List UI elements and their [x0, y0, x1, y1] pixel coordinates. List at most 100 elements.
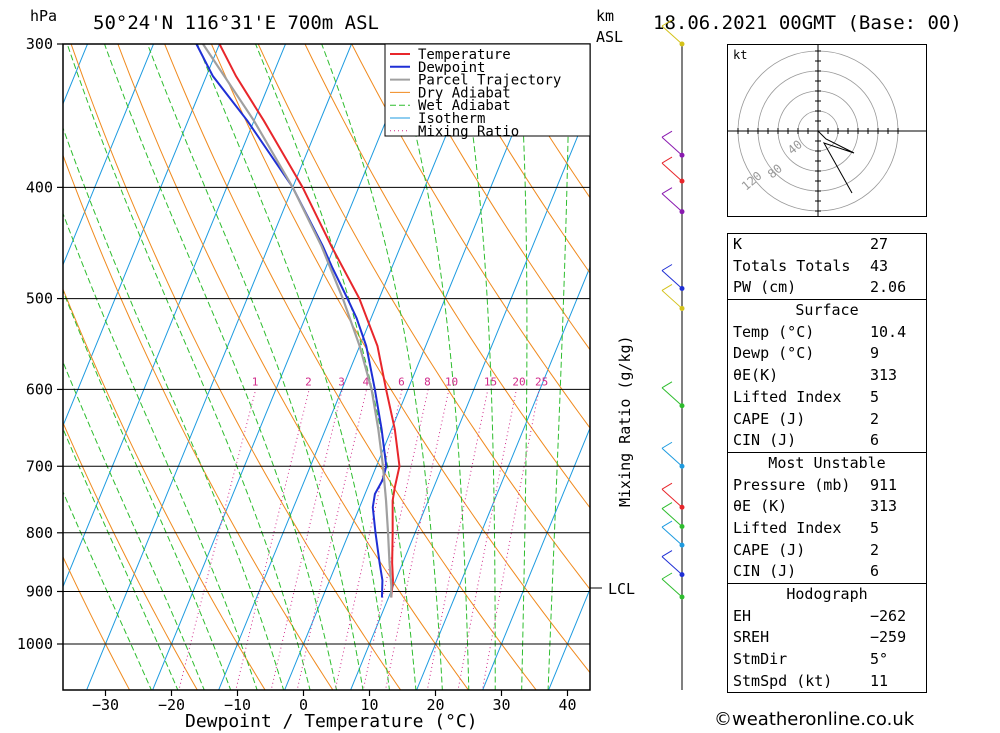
isobars — [63, 43, 590, 645]
dry-adiabat-line — [117, 44, 470, 690]
surface-label: θE(K) — [733, 366, 779, 385]
most-unstable-label: θE (K) — [733, 497, 788, 516]
wind-barb-flag — [661, 502, 673, 509]
wet-adiabat-line — [321, 44, 443, 690]
y-tick-label: 300 — [26, 35, 53, 53]
hodograph-panel: 40 80 120 kt — [727, 44, 927, 217]
wet-adiabat-line — [63, 360, 205, 690]
plot-frame — [62, 43, 591, 691]
wind-level-dot — [679, 178, 685, 184]
wind-barb — [661, 556, 683, 575]
surface-label: Lifted Index — [733, 387, 842, 406]
index-value: 43 — [870, 256, 889, 275]
wind-level-dot — [679, 524, 685, 530]
wind-barb-flag — [661, 264, 673, 271]
wind-barb-flag — [661, 187, 673, 195]
surface-title: Surface — [795, 301, 859, 320]
surface-value: 5 — [870, 387, 880, 406]
isotherm-line — [63, 44, 287, 589]
wind-level-dot — [679, 286, 685, 292]
mixing-ratio-tick-label: 1 — [252, 375, 259, 388]
asl-label: ASL — [596, 28, 623, 46]
lcl-label: LCL — [608, 580, 635, 598]
wind-barb — [661, 290, 683, 309]
km-label: km — [596, 7, 614, 25]
surface-box: Surface Temp (°C) 10.4 Dewp (°C) 9 θE(K) 313 L… — [727, 300, 927, 453]
mixing-ratio-line — [457, 389, 517, 690]
wind-level-dot — [679, 572, 685, 578]
surface-row: Lifted Index 5 — [728, 387, 926, 409]
wind-barb — [661, 25, 683, 45]
mixing-ratio-tick-label: 3 — [338, 375, 345, 388]
isotherm-line — [482, 426, 590, 690]
hodograph-ring-label: 120 — [739, 169, 765, 194]
mixing-ratio-tick-label: 10 — [445, 375, 458, 388]
legend-entry: Mixing Ratio — [418, 124, 519, 140]
isotherm-line — [63, 44, 221, 428]
most-unstable-row: CAPE (J) 2 — [728, 540, 926, 562]
wind-barb — [661, 578, 683, 598]
surface-value: 9 — [870, 344, 880, 363]
wind-barb-flag — [661, 284, 673, 291]
legend-entry: Temperature — [418, 47, 511, 63]
most-unstable-label: Lifted Index — [733, 518, 842, 537]
surface-row: CIN (J) 6 — [728, 430, 926, 452]
mixing-ratio-tick-label: 15 — [484, 375, 497, 388]
wind-barb-flag — [661, 156, 673, 164]
surface-value: 313 — [870, 366, 898, 385]
index-value: 27 — [870, 235, 889, 253]
wind-barb-flag — [661, 381, 673, 389]
surface-row: Dewp (°C) 9 — [728, 343, 926, 365]
most-unstable-row: Lifted Index 5 — [728, 518, 926, 540]
mixing-ratio-axis-label: Mixing Ratio (g/kg) — [616, 335, 634, 507]
y-tick-label: 900 — [26, 582, 53, 600]
surface-value: 2 — [870, 409, 880, 428]
most-unstable-value: 313 — [870, 497, 898, 516]
legend-entry: Dewpoint — [418, 60, 485, 76]
wet-adiabat-line — [63, 490, 152, 690]
x-tick-label: 20 — [426, 696, 444, 714]
mixing-ratio-line — [362, 389, 429, 690]
hodograph-unit: kt — [733, 48, 747, 62]
surface-row: Temp (°C) 10.4 — [728, 322, 926, 344]
wet-adiabat-line — [146, 44, 364, 690]
surface-value: 10.4 — [870, 322, 907, 341]
wind-barb — [661, 488, 683, 508]
isotherm-line — [63, 44, 155, 267]
most-unstable-label: CIN (J) — [733, 562, 797, 581]
index-row: PW (cm) 2.06 — [728, 277, 926, 299]
dry-adiabat-line — [257, 44, 590, 591]
wind-level-dot — [679, 594, 685, 600]
dry-adiabat-line — [63, 153, 334, 690]
isotherm-line — [548, 587, 590, 690]
index-label: K — [733, 235, 743, 253]
surface-row: θE(K) 313 — [728, 365, 926, 387]
hodograph-stat-row: StmSpd (kt) 11 — [728, 671, 926, 693]
x-tick-label: −10 — [224, 696, 251, 714]
wet-adiabat-line — [391, 44, 470, 690]
wind-barb — [661, 270, 683, 289]
wind-level-dot — [679, 209, 685, 215]
wet-adiabat-line — [196, 44, 390, 690]
mixing-ratio-tick-label: 2 — [305, 375, 312, 388]
axis-labels: 300 400 500 600 700 800 900 1000 −30 −20 −10 0 10 20 3… — [17, 35, 577, 714]
wind-barb — [661, 508, 683, 527]
wind-barb — [661, 447, 683, 467]
wet-adiabat-line — [63, 212, 258, 690]
x-tick-label: 30 — [492, 696, 510, 714]
hodograph-stats-box: Hodograph EH −262 SREH −259 StmDir 5° StmSpd (… — [727, 584, 927, 694]
wind-barb — [661, 193, 683, 213]
wind-level-dot — [679, 403, 685, 409]
copyright: ©weatheronline.co.uk — [714, 709, 915, 730]
index-label: PW (cm) — [733, 278, 797, 297]
most-unstable-value: 2 — [870, 540, 880, 559]
y-tick-label: 600 — [26, 380, 53, 398]
hodograph-stat-value: 5° — [870, 650, 889, 669]
wind-level-dot — [679, 305, 685, 311]
dry-adiabat-line — [70, 44, 402, 690]
x-tick-label: 10 — [360, 696, 378, 714]
y-tick-label: 700 — [26, 457, 53, 475]
most-unstable-value: 911 — [870, 475, 898, 494]
